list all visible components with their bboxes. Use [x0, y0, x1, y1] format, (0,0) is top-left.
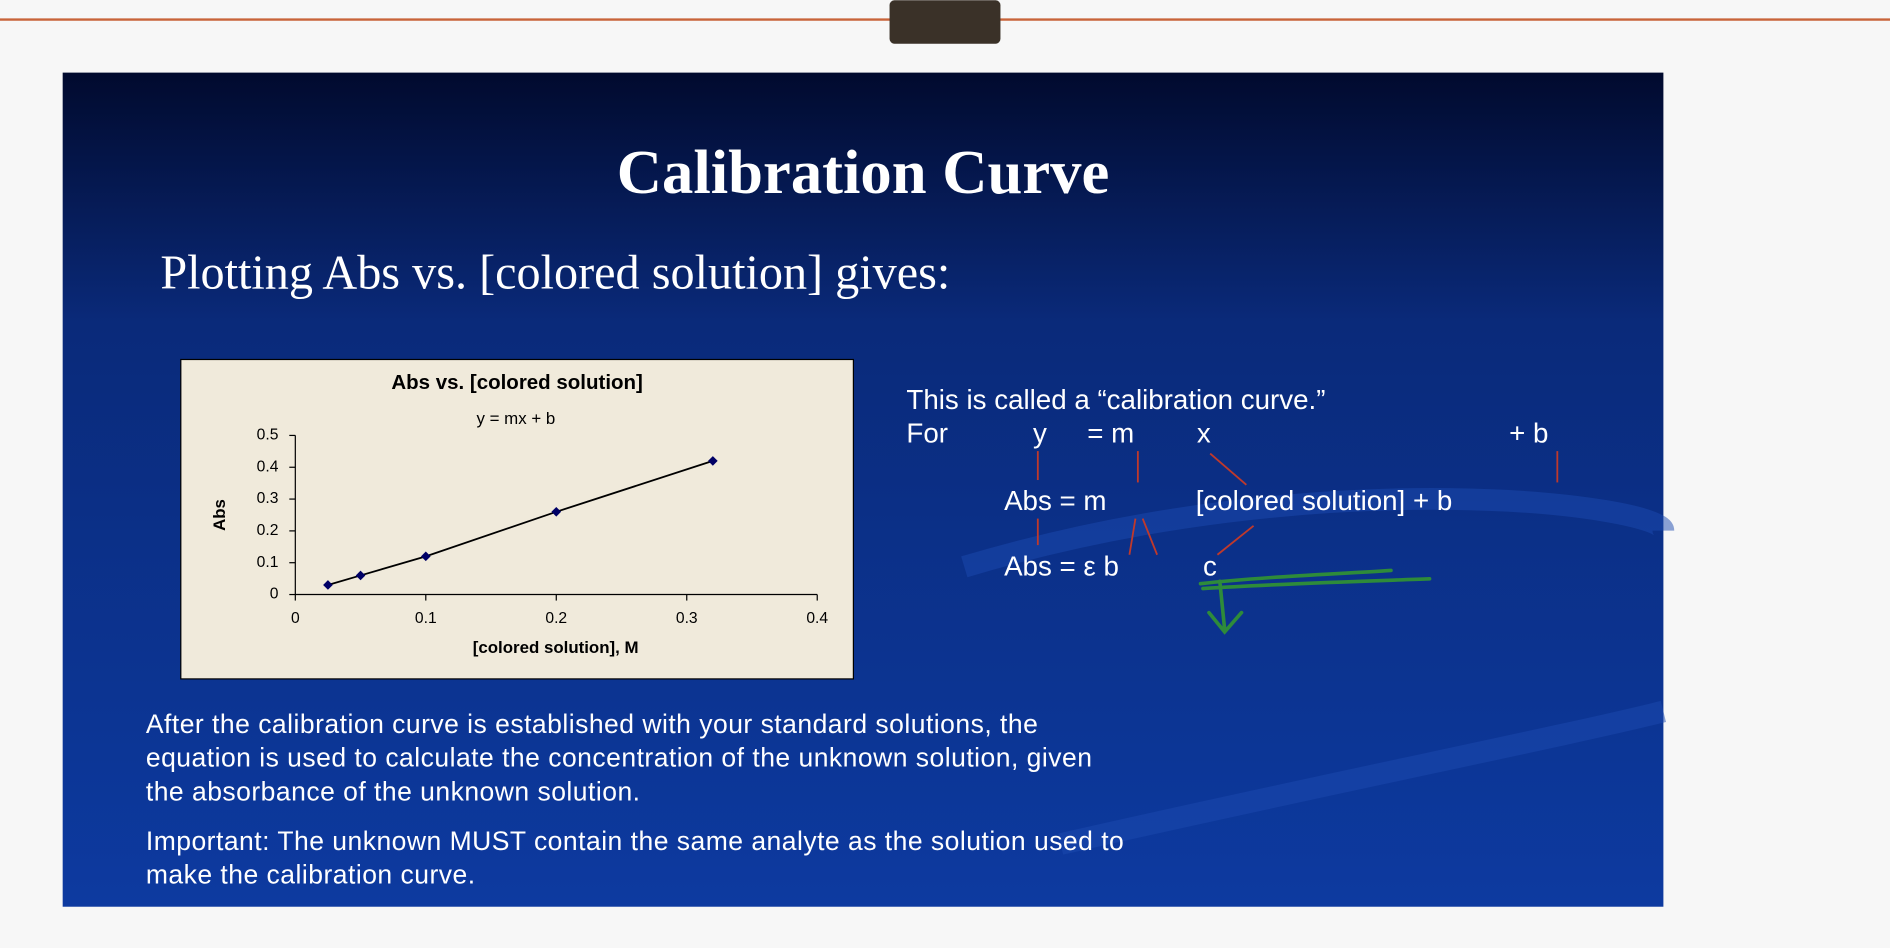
slide-subtitle: Plotting Abs vs. [colored solution] give…	[160, 247, 950, 300]
chart-frame	[180, 358, 854, 680]
y-tick-label: 0.5	[257, 427, 279, 444]
x-tick-label: 0.2	[545, 610, 567, 627]
equation-text: c	[1203, 550, 1217, 581]
equation-text: + b	[1509, 418, 1548, 449]
equations: This is called a “calibration curve.” Fo…	[906, 384, 1559, 635]
equation-text: [colored solution] + b	[1196, 485, 1453, 516]
point	[355, 570, 366, 581]
paragraph-line: After the calibration curve is establish…	[146, 709, 1038, 739]
equation-intro: This is called a “calibration curve.”	[906, 384, 1325, 415]
x-tick-label: 0.4	[806, 610, 828, 627]
y-tick-label: 0.1	[257, 554, 279, 571]
x-tick-label: 0	[291, 610, 300, 627]
slide-title: Calibration Curve	[617, 137, 1110, 207]
body-text: After the calibration curve is establish…	[146, 709, 1124, 890]
x-tick-label: 0.1	[415, 610, 437, 627]
y-axis-label: Abs	[210, 499, 229, 531]
tab	[889, 0, 1001, 44]
paragraph-line: Important: The unknown MUST contain the …	[146, 826, 1124, 856]
equation-text: Abs = ε b	[1004, 550, 1119, 581]
paragraph-line: make the calibration curve.	[146, 860, 476, 890]
connectors	[1036, 451, 1559, 556]
point	[323, 580, 333, 590]
x-axis-label: [colored solution], M	[473, 638, 639, 657]
equation-text: For	[906, 418, 948, 449]
chart: Abs vs. [colored solution] y = mx + b [c…	[180, 358, 854, 680]
y-tick-label: 0.2	[257, 522, 279, 539]
equation-text: = m	[1087, 418, 1134, 449]
point	[551, 506, 562, 517]
paragraph-line: the absorbance of the unknown solution.	[146, 776, 641, 806]
equation-text: Abs = m	[1004, 485, 1106, 516]
y-tick-label: 0.3	[257, 490, 279, 507]
y-tick-label: 0.4	[257, 458, 279, 475]
chart-subtitle: y = mx + b	[477, 409, 556, 428]
swoosh	[961, 488, 1675, 855]
y-tick-label: 0	[270, 586, 279, 603]
chart-title: Abs vs. [colored solution]	[391, 371, 643, 394]
paragraph-line: equation is used to calculate the concen…	[146, 743, 1093, 773]
equation-text: y	[1033, 418, 1047, 449]
annotation-stroke	[1198, 568, 1432, 635]
x-tick-label: 0.3	[676, 610, 698, 627]
equation-text: x	[1197, 418, 1211, 449]
